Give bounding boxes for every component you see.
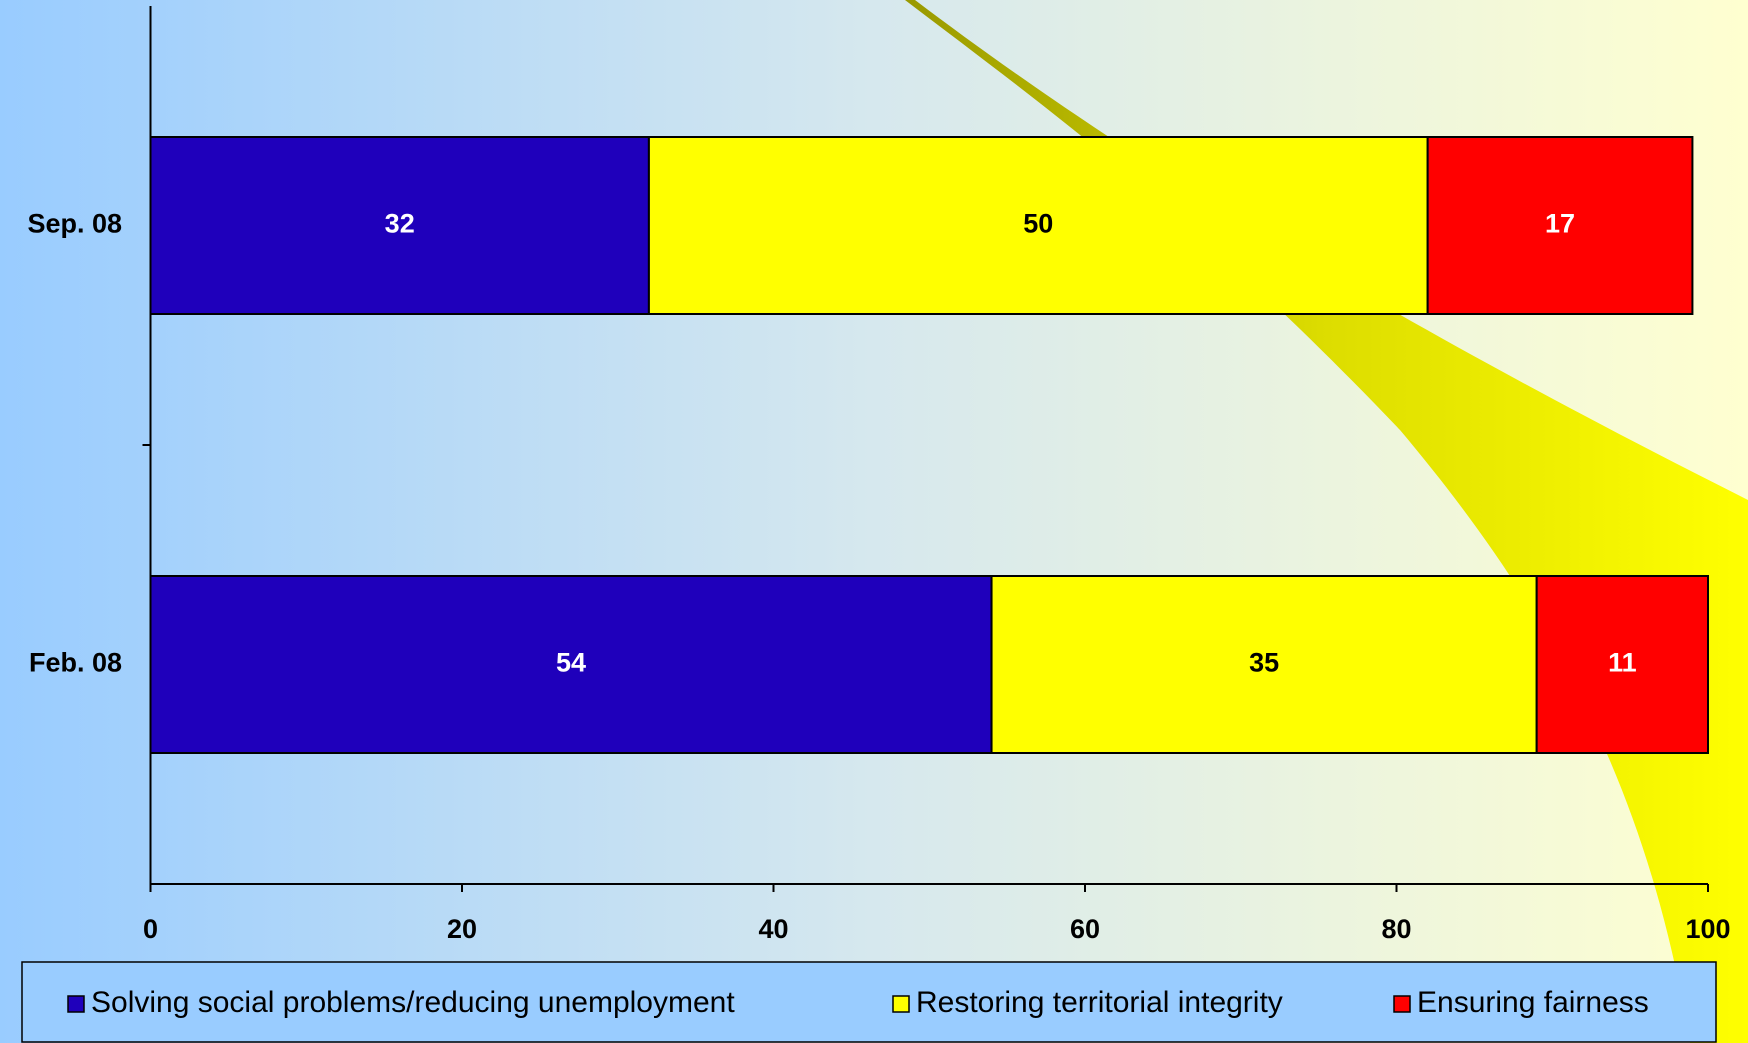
legend-swatch bbox=[1393, 995, 1411, 1013]
value-label: 17 bbox=[1545, 209, 1575, 239]
legend-label: Solving social problems/reducing unemplo… bbox=[91, 986, 735, 1019]
value-label: 35 bbox=[1249, 648, 1279, 678]
x-tick-label: 0 bbox=[143, 914, 158, 944]
value-label: 50 bbox=[1023, 209, 1053, 239]
x-tick-label: 40 bbox=[758, 914, 788, 944]
x-tick-label: 20 bbox=[447, 914, 477, 944]
decoration bbox=[905, 0, 1748, 1043]
bar-segment bbox=[990, 575, 1538, 754]
bar-segment bbox=[149, 575, 993, 754]
bar-segment bbox=[149, 136, 650, 315]
legend-label: Ensuring fairness bbox=[1417, 986, 1649, 1019]
bar-segment bbox=[1535, 575, 1710, 754]
legend-label: Restoring territorial integrity bbox=[916, 986, 1283, 1019]
x-tick-label: 80 bbox=[1381, 914, 1411, 944]
category-label: Sep. 08 bbox=[27, 209, 122, 239]
x-tick-label: 60 bbox=[1070, 914, 1100, 944]
value-label: 54 bbox=[556, 648, 586, 678]
value-label: 32 bbox=[385, 209, 415, 239]
value-label: 11 bbox=[1608, 648, 1637, 678]
bar-segment bbox=[1426, 136, 1694, 315]
legend-box bbox=[21, 961, 1717, 1043]
legend-swatch bbox=[67, 995, 85, 1013]
legend-swatch bbox=[892, 995, 910, 1013]
category-label: Feb. 08 bbox=[29, 648, 122, 678]
x-tick-label: 100 bbox=[1685, 914, 1730, 944]
